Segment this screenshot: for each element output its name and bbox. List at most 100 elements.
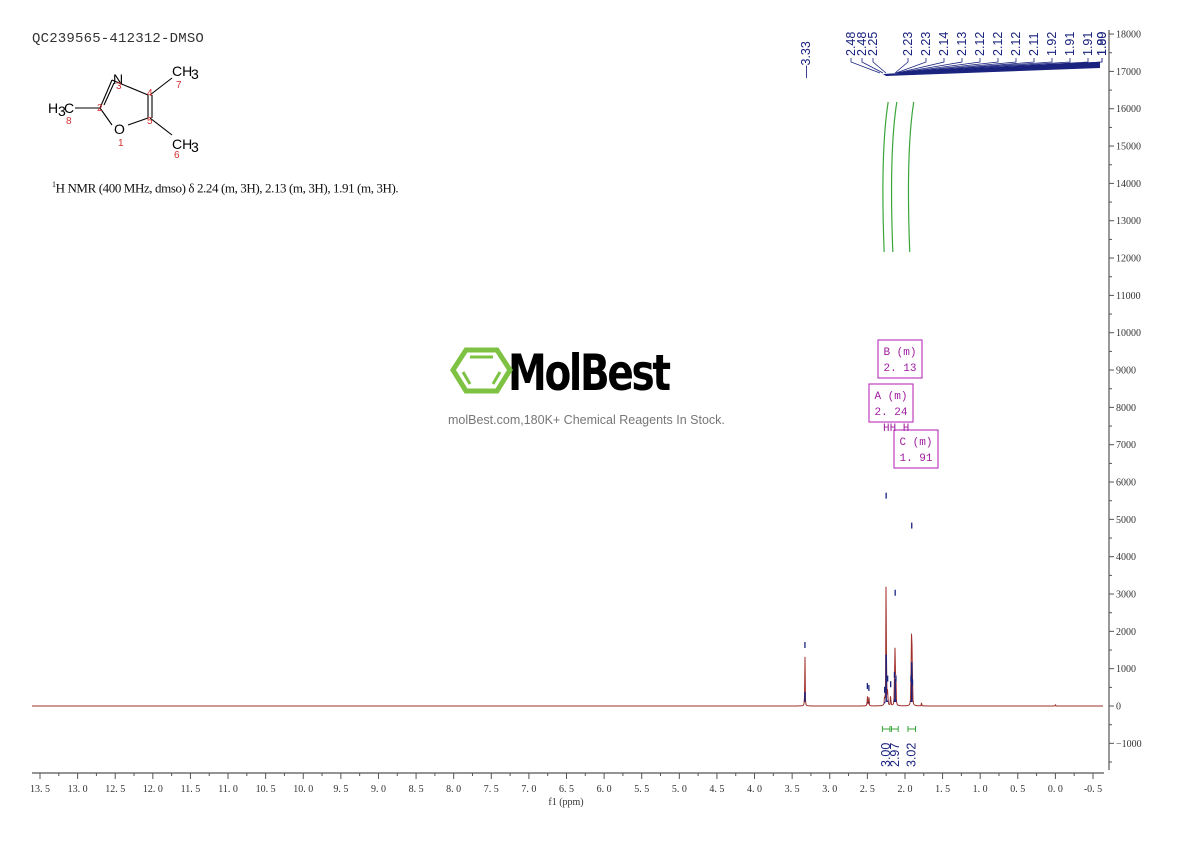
watermark-tagline: molBest.com,180K+ Chemical Reagents In S… <box>448 413 725 427</box>
y-tick-label: 15000 <box>1116 142 1141 153</box>
x-tick-label: 12. 5 <box>105 784 125 795</box>
peak-label: —3.33 <box>799 41 813 78</box>
peak-label: 2.13 <box>955 32 969 56</box>
x-tick-label: 10. 5 <box>256 784 276 795</box>
peak-label: 1.90 <box>1095 32 1109 56</box>
spectrum-title: QC239565-412312-DMSO <box>32 31 205 47</box>
svg-text:A (m): A (m) <box>874 391 907 403</box>
x-tick-label: 0. 5 <box>1010 784 1025 795</box>
y-tick-label: 16000 <box>1116 104 1141 115</box>
x-tick-label: 13. 0 <box>68 784 88 795</box>
peak-label: 2.12 <box>973 32 987 56</box>
x-tick-label: 8. 5 <box>409 784 424 795</box>
x-tick-label: -0. 5 <box>1084 784 1102 795</box>
peak-labels: —3.33 2.482.482.25 2.23 2.23 2.14 2.13 2.12 2.1… <box>799 32 1109 78</box>
y-tick-label: 3000 <box>1116 590 1136 601</box>
integral-curves: 3.002.97 3.02 <box>879 101 919 767</box>
x-tick-label: 6. 5 <box>559 784 574 795</box>
svg-text:3: 3 <box>191 66 199 82</box>
peak-label: 1.91 <box>1063 32 1077 56</box>
peak-label: 2.48 <box>855 32 869 56</box>
svg-text:B (m): B (m) <box>883 347 916 359</box>
x-tick-label: 4. 0 <box>747 784 762 795</box>
svg-text:N: N <box>113 71 123 87</box>
svg-text:C (m): C (m) <box>899 437 932 449</box>
x-tick-label: 7. 5 <box>484 784 499 795</box>
y-tick-label: 2000 <box>1116 627 1136 638</box>
x-tick-label: 9. 0 <box>371 784 386 795</box>
x-tick-label: 11. 0 <box>218 784 238 795</box>
multiplet-box-a: A (m) 2. 24 <box>868 383 914 423</box>
svg-text:2: 2 <box>97 103 103 114</box>
svg-text:3: 3 <box>191 139 199 155</box>
x-tick-label: 4. 5 <box>709 784 724 795</box>
x-tick-label: 9. 5 <box>333 784 348 795</box>
peak-label: 2.25 <box>866 32 880 56</box>
peak-label: 2.12 <box>991 32 1005 56</box>
y-tick-label: 0 <box>1116 702 1121 713</box>
svg-text:2. 13: 2. 13 <box>883 363 916 375</box>
chart-axes: 13. 5 13. 0 12. 5 1 2. 0 11. 5 11. 0 10. 5 10. 0… <box>30 30 1142 808</box>
x-tick-label: 11. 5 <box>181 784 201 795</box>
peak-label: 2.23 <box>919 32 933 56</box>
multiplet-box-b: B (m) 2. 13 <box>877 339 923 379</box>
x-tick-label: 3. 5 <box>785 784 800 795</box>
y-tick-label: 10000 <box>1116 328 1141 339</box>
integral-value: 2.97 <box>888 743 902 767</box>
peak-label: 2.11 <box>1027 33 1041 56</box>
y-tick-label: 7000 <box>1116 440 1136 451</box>
x-tick-label: 10. 0 <box>293 784 313 795</box>
y-tick-label: 1000 <box>1116 664 1136 675</box>
y-tick-label: 12000 <box>1116 254 1141 265</box>
svg-text:HH H: HH H <box>883 423 909 435</box>
multiplet-boxes: A (m) 2. 24 B (m) 2. 13 C (m) 1. 91 HH H <box>868 339 939 469</box>
x-tick-label: 6. 0 <box>597 784 612 795</box>
y-tick-label: 9000 <box>1116 366 1136 377</box>
x-tick-label: 2. 5 <box>860 784 875 795</box>
svg-text:CH: CH <box>172 136 192 152</box>
svg-text:3: 3 <box>116 81 122 92</box>
x-tick-label: 1. 5 <box>935 784 950 795</box>
svg-text:4: 4 <box>147 88 153 99</box>
svg-text:2. 24: 2. 24 <box>874 407 907 419</box>
integral-value: 3.00 <box>879 743 893 767</box>
x-axis-label: f1 (ppm) <box>548 797 583 808</box>
svg-text:CH: CH <box>172 63 192 79</box>
x-tick-label: 5. 0 <box>672 784 687 795</box>
svg-text:7: 7 <box>176 80 182 91</box>
nmr-description-text: H NMR (400 MHz, dmso) δ 2.24 (m, 3H), 2.… <box>55 180 399 196</box>
peak-label: 2.23 <box>901 32 915 56</box>
integral-value: 3.02 <box>905 743 919 767</box>
peak-label: 1.92 <box>1045 32 1059 56</box>
svg-text:8: 8 <box>66 116 72 127</box>
peak-label: 2.14 <box>937 32 951 56</box>
svg-text:1. 91: 1. 91 <box>899 453 932 465</box>
y-tick-label: 11000 <box>1116 291 1141 302</box>
y-tick-label: 6000 <box>1116 478 1136 489</box>
peak-label: 1.89 <box>1095 32 1109 56</box>
svg-text:C: C <box>64 100 74 116</box>
x-tick-label: 2. 0 <box>897 784 912 795</box>
svg-text:5: 5 <box>147 116 153 127</box>
y-tick-label: 17000 <box>1116 67 1141 78</box>
x-tick-label: 0. 0 <box>1048 784 1063 795</box>
brand-wordmark: MolBest <box>508 344 671 402</box>
molbest-logo-icon <box>450 347 513 394</box>
y-tick-label: 5000 <box>1116 515 1136 526</box>
y-tick-label: 4000 <box>1116 552 1136 563</box>
spectrum-trace <box>32 492 1103 707</box>
svg-text:6: 6 <box>174 150 180 161</box>
y-tick-label: −1000 <box>1116 739 1142 750</box>
x-tick-label: 13. 5 <box>30 784 50 795</box>
multiplet-box-c: C (m) 1. 91 <box>893 429 939 469</box>
y-tick-label: 14000 <box>1116 179 1141 190</box>
svg-text:H: H <box>48 100 58 116</box>
svg-text:3: 3 <box>58 103 66 119</box>
peak-label: 2.48 <box>844 32 858 56</box>
isotope-superscript: 1 <box>52 180 56 189</box>
y-tick-label: 8000 <box>1116 403 1136 414</box>
peak-label: 1.91 <box>1081 32 1095 56</box>
x-tick-label: 3. 0 <box>822 784 837 795</box>
